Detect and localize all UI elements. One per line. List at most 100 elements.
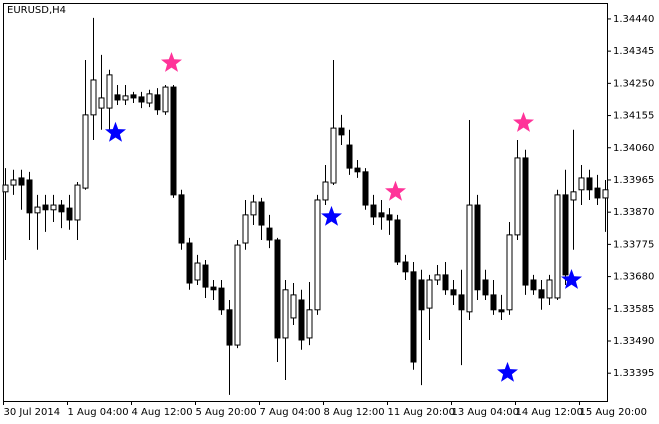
y-tick-label: 1.33585: [613, 304, 654, 315]
plot-frame: [3, 3, 608, 402]
candle-body: [338, 127, 345, 136]
candle-body: [282, 289, 289, 339]
chart-title: EURUSD,H4: [7, 5, 66, 16]
candle-body: [418, 279, 425, 311]
x-tick-label: 30 Jul 2014: [4, 407, 61, 418]
candle-body: [170, 86, 177, 196]
candle-body: [26, 179, 33, 214]
candle-body: [378, 212, 385, 218]
signal-star: [561, 269, 582, 289]
x-tick-label: 14 Aug 12:00: [516, 407, 583, 418]
signal-star: [497, 361, 518, 382]
candle-body: [522, 157, 529, 286]
candle-body: [210, 286, 217, 291]
candle-body: [330, 127, 337, 184]
candle-body: [106, 74, 113, 109]
candle-body: [482, 279, 489, 296]
candle-body: [402, 261, 409, 273]
y-tick-label: 1.34345: [613, 46, 654, 57]
signal-star: [105, 121, 126, 142]
signal-star: [513, 112, 534, 132]
y-tick-label: 1.34250: [613, 78, 654, 89]
candle-body: [474, 204, 481, 291]
candle-body: [306, 309, 313, 339]
candle-body: [162, 86, 169, 113]
candle-body: [34, 206, 41, 214]
candle-body: [74, 184, 81, 221]
candle-body: [226, 309, 233, 346]
candle-body: [114, 94, 121, 101]
candle-body: [314, 199, 321, 311]
y-tick-label: 1.33490: [613, 336, 654, 347]
candle-body: [122, 95, 129, 101]
candle-body: [538, 289, 545, 299]
signal-star: [385, 180, 406, 201]
candle-body: [18, 177, 25, 186]
candle-body: [218, 287, 225, 311]
candle-body: [194, 262, 201, 281]
candle-body: [442, 274, 449, 291]
candle-body: [586, 177, 593, 191]
y-tick-label: 1.33395: [613, 368, 654, 379]
candle-body: [2, 184, 9, 193]
x-tick-label: 5 Aug 20:00: [196, 407, 257, 418]
candle-body: [186, 242, 193, 284]
candle-body: [258, 201, 265, 226]
x-tick-label: 13 Aug 04:00: [452, 407, 519, 418]
candle-body: [466, 204, 473, 313]
candle-body: [138, 96, 145, 103]
x-tick-label: 7 Aug 04:00: [260, 407, 321, 418]
y-tick-label: 1.33965: [613, 175, 654, 186]
candle-body: [250, 201, 257, 216]
candle-body: [266, 227, 273, 241]
candle-body: [434, 274, 441, 281]
candle-body: [602, 189, 609, 199]
candle-body: [274, 239, 281, 339]
candle-body: [50, 204, 57, 211]
candle-body: [498, 309, 505, 313]
y-tick-label: 1.34155: [613, 111, 654, 122]
candle-body: [298, 299, 305, 341]
y-tick-label: 1.34060: [613, 143, 654, 154]
candle-body: [42, 204, 49, 211]
candle-body: [450, 289, 457, 296]
candle-body: [394, 219, 401, 263]
candle-body: [570, 191, 577, 201]
candle-body: [354, 167, 361, 173]
x-tick-label: 8 Aug 12:00: [324, 407, 385, 418]
candle-body: [554, 194, 561, 299]
y-tick-label: 1.33870: [613, 207, 654, 218]
candle-body: [290, 294, 297, 319]
signal-star: [161, 52, 182, 72]
candle-body: [562, 194, 569, 276]
candle-body: [410, 271, 417, 363]
candle-body: [458, 294, 465, 311]
candle-body: [506, 234, 513, 311]
candle-body: [90, 79, 97, 116]
candle-body: [130, 94, 137, 99]
candle-body: [202, 264, 209, 288]
candle-body: [514, 157, 521, 236]
candle-body: [234, 244, 241, 346]
candle-body: [426, 279, 433, 309]
candle-body: [594, 187, 601, 199]
candle-body: [322, 181, 329, 201]
candle-body: [346, 144, 353, 169]
candle-body: [530, 279, 537, 291]
candle-body: [154, 94, 161, 111]
candle-body: [362, 171, 369, 206]
x-tick-label: 15 Aug 20:00: [580, 407, 647, 418]
candle-body: [578, 177, 585, 191]
y-tick-label: 1.34440: [613, 14, 654, 25]
signal-star: [321, 205, 342, 226]
candle-body: [10, 179, 17, 186]
y-tick-label: 1.33775: [613, 239, 654, 250]
x-tick-label: 4 Aug 12:00: [132, 407, 193, 418]
candle-body: [242, 214, 249, 244]
candle-body: [146, 93, 153, 104]
candle-body: [98, 97, 105, 109]
candle-body: [178, 194, 185, 244]
candle-body: [370, 204, 377, 218]
candle-body: [546, 279, 553, 299]
